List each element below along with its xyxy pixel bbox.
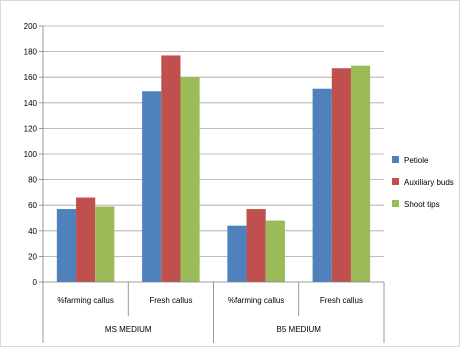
bar-petiole — [142, 91, 162, 282]
legend-label: Petiole — [404, 156, 429, 165]
bar-petiole — [56, 209, 77, 282]
x-category-label: %farming callus — [57, 296, 113, 305]
bar-auxiliary-buds — [161, 55, 181, 282]
x-category-label: Fresh callus — [320, 296, 363, 305]
y-tick-label: 20 — [28, 252, 37, 261]
y-tick-label: 0 — [33, 278, 38, 287]
y-tick-label: 40 — [28, 227, 37, 236]
y-axis-ticks: 0 20 40 60 80 100 120 140 160 180 200 — [24, 22, 43, 287]
legend-swatch — [392, 200, 399, 207]
legend-swatch — [392, 156, 399, 163]
y-tick-label: 160 — [24, 73, 38, 82]
y-tick-label: 120 — [24, 124, 38, 133]
legend-label: Auxiliary buds — [404, 178, 454, 187]
y-tick-label: 80 — [28, 176, 37, 185]
y-tick-label: 180 — [24, 48, 38, 57]
x-axis-labels: %farming callus Fresh callus %farming call… — [42, 282, 385, 343]
x-group-label: B5 MEDIUM — [277, 325, 322, 334]
x-group-label: MS MEDIUM — [105, 325, 152, 334]
y-tick-label: 200 — [24, 22, 38, 31]
x-category-label: Fresh callus — [149, 296, 192, 305]
bar-auxiliary-buds — [331, 68, 351, 283]
bar-petiole — [312, 88, 332, 282]
legend-label: Shoot tips — [404, 200, 440, 209]
bar-shoot-tips — [95, 206, 115, 282]
bars — [56, 55, 371, 283]
bar-shoot-tips — [180, 77, 200, 282]
legend-swatch — [392, 178, 399, 185]
y-tick-label: 100 — [24, 150, 38, 159]
y-tick-label: 60 — [28, 201, 37, 210]
bar-shoot-tips — [265, 220, 285, 282]
y-tick-label: 140 — [24, 99, 38, 108]
bar-auxiliary-buds — [76, 197, 96, 282]
bar-shoot-tips — [350, 65, 371, 283]
legend: Petiole Auxiliary buds Shoot tips — [392, 156, 454, 209]
bar-auxiliary-buds — [246, 209, 266, 282]
x-category-label: %farming callus — [228, 296, 284, 305]
bar-petiole — [227, 225, 247, 282]
